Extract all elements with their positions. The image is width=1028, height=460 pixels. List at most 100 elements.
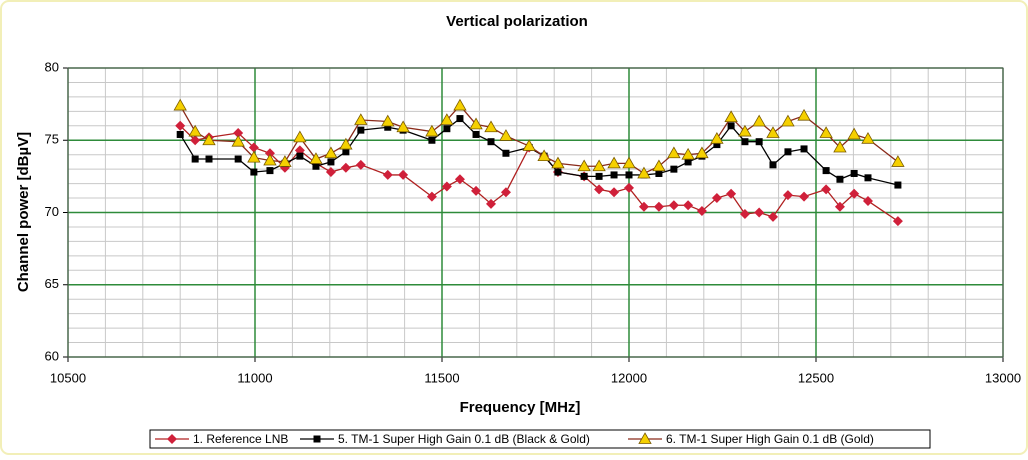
data-point bbox=[624, 182, 634, 193]
data-point bbox=[849, 188, 860, 199]
legend-marker bbox=[313, 435, 321, 443]
data-point bbox=[190, 135, 201, 146]
data-point bbox=[834, 201, 845, 212]
data-point bbox=[754, 207, 765, 218]
y-tick-label: 75 bbox=[45, 132, 59, 147]
data-point bbox=[696, 206, 707, 217]
legend-label: 1. Reference LNB bbox=[193, 432, 288, 446]
chart-title: Vertical polarization bbox=[446, 13, 588, 30]
data-point bbox=[652, 159, 666, 172]
data-point bbox=[191, 155, 199, 163]
data-point bbox=[440, 113, 454, 125]
data-point bbox=[443, 125, 451, 133]
data-point bbox=[580, 172, 588, 180]
x-tick-label: 12500 bbox=[798, 370, 834, 385]
data-point bbox=[752, 114, 766, 127]
data-point bbox=[667, 146, 681, 159]
data-point bbox=[847, 127, 861, 140]
data-point bbox=[797, 108, 811, 121]
data-point bbox=[205, 155, 213, 163]
y-tick-label: 65 bbox=[45, 276, 59, 291]
data-point bbox=[296, 152, 304, 160]
data-point bbox=[472, 130, 480, 138]
data-point bbox=[426, 191, 437, 202]
data-point bbox=[610, 171, 618, 179]
data-point bbox=[487, 138, 495, 146]
data-point bbox=[711, 193, 722, 204]
data-point bbox=[266, 167, 274, 175]
x-tick-label: 11000 bbox=[237, 370, 272, 385]
data-point bbox=[622, 156, 636, 169]
data-point bbox=[425, 124, 439, 137]
y-tick-label: 80 bbox=[45, 59, 59, 74]
y-tick-label: 70 bbox=[45, 204, 59, 219]
data-point bbox=[234, 155, 242, 163]
data-point bbox=[357, 126, 365, 134]
data-point bbox=[755, 138, 763, 146]
data-point bbox=[607, 156, 621, 169]
data-point bbox=[637, 166, 651, 179]
data-point bbox=[638, 201, 649, 212]
data-point bbox=[499, 129, 513, 141]
x-tick-label: 11500 bbox=[424, 370, 459, 385]
data-point bbox=[595, 172, 603, 180]
data-point bbox=[340, 162, 351, 173]
data-point bbox=[862, 195, 873, 206]
data-point bbox=[668, 200, 679, 211]
data-point bbox=[713, 141, 721, 149]
y-tick-label: 60 bbox=[45, 348, 59, 363]
data-point bbox=[864, 174, 872, 182]
data-point bbox=[500, 187, 511, 198]
data-point bbox=[537, 149, 551, 162]
data-point bbox=[695, 146, 709, 159]
x-tick-label: 13000 bbox=[985, 370, 1021, 385]
data-point bbox=[325, 167, 336, 178]
data-point bbox=[850, 169, 858, 177]
data-point bbox=[485, 198, 496, 209]
data-point bbox=[441, 181, 452, 192]
data-point bbox=[724, 110, 738, 123]
data-point bbox=[342, 148, 350, 156]
data-point bbox=[454, 174, 465, 185]
data-point bbox=[766, 126, 780, 138]
data-point bbox=[799, 191, 810, 202]
data-point bbox=[327, 158, 335, 166]
data-point bbox=[554, 168, 562, 176]
data-point bbox=[767, 211, 778, 222]
data-point bbox=[894, 181, 902, 189]
data-point bbox=[769, 161, 777, 169]
data-point bbox=[233, 128, 244, 139]
data-point bbox=[821, 184, 832, 195]
data-point bbox=[428, 136, 436, 144]
data-point bbox=[655, 169, 663, 177]
data-point bbox=[453, 98, 467, 111]
data-point bbox=[891, 155, 905, 167]
data-point bbox=[247, 150, 261, 163]
data-point bbox=[726, 188, 737, 199]
data-point bbox=[202, 133, 216, 146]
data-point bbox=[739, 208, 750, 219]
data-point bbox=[396, 120, 410, 133]
data-point bbox=[522, 139, 536, 151]
data-point bbox=[324, 146, 338, 159]
data-point bbox=[738, 124, 752, 137]
legend-label: 5. TM-1 Super High Gain 0.1 dB (Black & … bbox=[338, 432, 590, 446]
data-point bbox=[278, 155, 292, 167]
data-point bbox=[592, 159, 606, 172]
data-point bbox=[309, 152, 323, 164]
y-axis-title: Channel power [dBµV] bbox=[15, 132, 32, 292]
data-point bbox=[456, 115, 464, 123]
data-point bbox=[231, 134, 245, 147]
data-point bbox=[782, 190, 793, 201]
data-point bbox=[781, 114, 795, 127]
data-point bbox=[681, 147, 695, 160]
data-point bbox=[384, 123, 392, 131]
legend-label: 6. TM-1 Super High Gain 0.1 dB (Gold) bbox=[666, 432, 874, 446]
data-point bbox=[355, 159, 366, 170]
data-point bbox=[264, 148, 275, 159]
data-point bbox=[727, 122, 735, 130]
data-point bbox=[741, 138, 749, 146]
data-point bbox=[312, 162, 320, 170]
